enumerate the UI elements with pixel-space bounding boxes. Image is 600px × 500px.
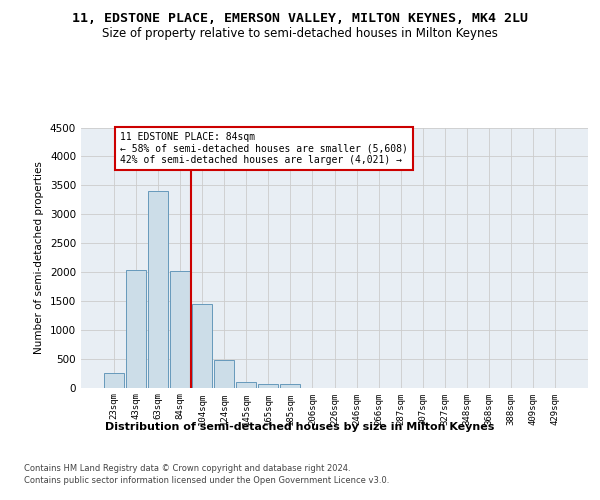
Text: Contains public sector information licensed under the Open Government Licence v3: Contains public sector information licen… <box>24 476 389 485</box>
Bar <box>192 304 212 388</box>
Text: Distribution of semi-detached houses by size in Milton Keynes: Distribution of semi-detached houses by … <box>106 422 494 432</box>
Bar <box>259 384 278 388</box>
Bar <box>104 373 124 388</box>
Text: Contains HM Land Registry data © Crown copyright and database right 2024.: Contains HM Land Registry data © Crown c… <box>24 464 350 473</box>
Bar <box>170 271 190 388</box>
Bar <box>126 270 146 388</box>
Bar <box>280 384 301 388</box>
Text: 11, EDSTONE PLACE, EMERSON VALLEY, MILTON KEYNES, MK4 2LU: 11, EDSTONE PLACE, EMERSON VALLEY, MILTO… <box>72 12 528 26</box>
Y-axis label: Number of semi-detached properties: Number of semi-detached properties <box>34 161 44 354</box>
Bar <box>148 191 168 388</box>
Bar <box>236 382 256 388</box>
Bar <box>214 360 234 388</box>
Text: 11 EDSTONE PLACE: 84sqm
← 58% of semi-detached houses are smaller (5,608)
42% of: 11 EDSTONE PLACE: 84sqm ← 58% of semi-de… <box>120 132 408 166</box>
Text: Size of property relative to semi-detached houses in Milton Keynes: Size of property relative to semi-detach… <box>102 28 498 40</box>
